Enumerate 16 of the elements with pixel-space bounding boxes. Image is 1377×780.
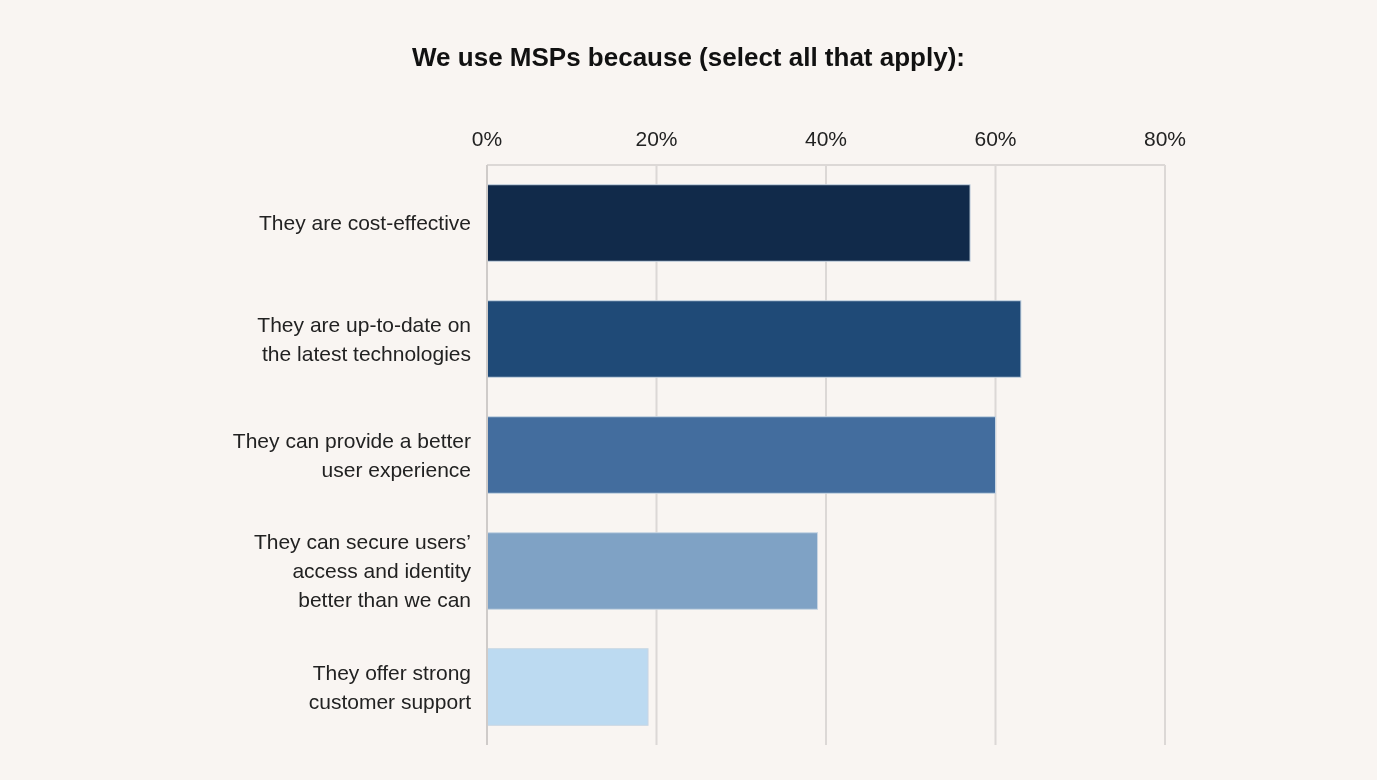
y-tick-label: They can provide a better user experience [232, 428, 471, 481]
bar [486, 416, 996, 494]
bar [486, 532, 819, 610]
x-tick-label: 60% [974, 127, 1017, 150]
x-tick-label: 40% [804, 127, 848, 150]
bar [486, 184, 971, 262]
bar [486, 648, 649, 726]
x-tick-label: 20% [635, 127, 678, 150]
chart-title: We use MSPs because (select all that apply): [412, 42, 965, 72]
x-tick-label: 0% [471, 127, 503, 150]
x-tick-label: 80% [1143, 127, 1187, 150]
y-tick-label: They are up-to-date on the latest technologies [257, 312, 471, 365]
y-tick-label: They offer strong customer support [308, 660, 472, 713]
bar [486, 300, 1022, 378]
y-tick-label: They can secure users’ access and identity better than we can [253, 530, 472, 611]
y-tick-label: They are cost-effective [258, 211, 471, 234]
